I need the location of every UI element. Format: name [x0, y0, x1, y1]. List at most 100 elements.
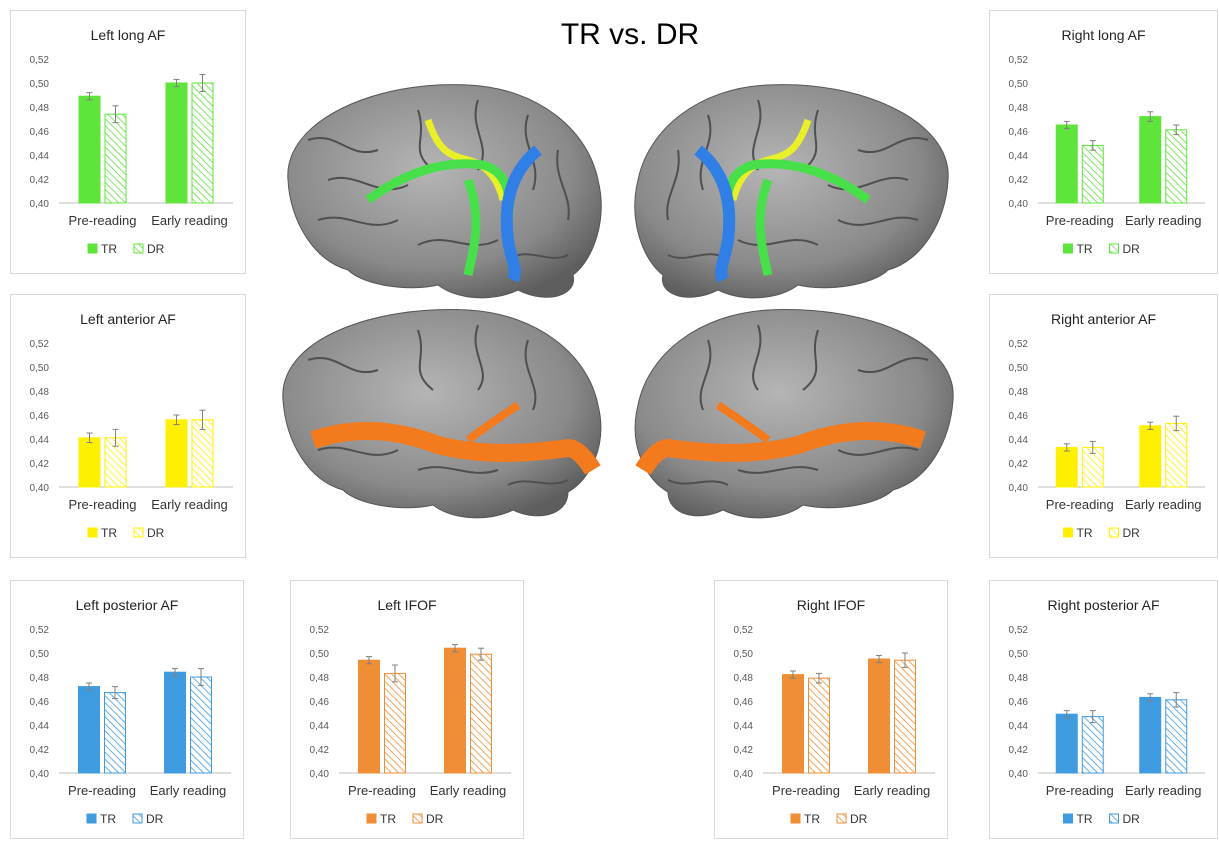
chart-title: Left posterior AF [76, 597, 179, 613]
legend-label-tr: TR [804, 812, 820, 826]
y-tick-label: 0,46 [1009, 411, 1029, 422]
error-bar [112, 105, 119, 124]
y-tick-label: 0,44 [1009, 435, 1029, 446]
y-tick-label: 0,44 [734, 721, 754, 732]
y-tick-label: 0,40 [1009, 199, 1029, 210]
error-bar [112, 428, 119, 447]
error-bar [902, 652, 908, 668]
y-tick-label: 0,52 [1009, 55, 1029, 66]
chart-panel-right-ifof: Right IFOF 0,40 0,42 0,44 0,46 0,48 0,50 0,52 Pr… [714, 580, 948, 839]
error-bar [86, 682, 92, 691]
legend-swatch-dr [412, 813, 423, 824]
y-tick-label: 0,50 [30, 79, 50, 90]
x-category-label: Early reading [151, 213, 228, 228]
y-tick-label: 0,44 [1009, 721, 1029, 732]
y-tick-label: 0,42 [30, 745, 50, 756]
bar-tr-pre-reading [78, 686, 100, 774]
x-category-label: Pre-reading [1046, 213, 1114, 228]
y-tick-label: 0,52 [1009, 339, 1029, 350]
bar-dr-early-reading [470, 653, 492, 774]
x-category-label: Early reading [1125, 783, 1202, 798]
chart-panel-left-ifof: Left IFOF 0,40 0,42 0,44 0,46 0,48 0,50 0,52 Pre… [290, 580, 524, 839]
chart-title: Right anterior AF [1051, 311, 1156, 327]
bar-tr-early-reading [165, 419, 188, 488]
y-tick-label: 0,48 [30, 673, 50, 684]
error-bar [790, 670, 796, 679]
bar-tr-pre-reading [1055, 124, 1078, 204]
y-tick-label: 0,52 [30, 339, 50, 350]
y-tick-label: 0,40 [734, 769, 754, 780]
y-tick-label: 0,40 [310, 769, 330, 780]
x-category-label: Pre-reading [68, 783, 136, 798]
bar-tr-early-reading [868, 658, 890, 774]
x-category-label: Early reading [151, 497, 228, 512]
bar-tr-pre-reading [358, 659, 380, 774]
chart-right-anterior-af: Right anterior AF 0,40 0,42 0,44 0,46 0,48 0,5… [1009, 311, 1205, 540]
legend-label-dr: DR [1123, 242, 1141, 256]
error-bar [392, 664, 398, 683]
bar-dr-early-reading [894, 659, 916, 774]
brain-tractography-illustration [282, 84, 954, 519]
legend-label-tr: TR [380, 812, 396, 826]
error-bar [816, 672, 822, 684]
error-bar [199, 409, 206, 430]
legend-swatch-tr [86, 813, 97, 824]
error-bar [1173, 415, 1180, 432]
y-tick-label: 0,44 [30, 435, 50, 446]
error-bar [112, 686, 118, 700]
error-bar [1063, 443, 1070, 452]
error-bar [1063, 120, 1070, 130]
legend-swatch-tr [1063, 813, 1073, 824]
chart-right-ifof: Right IFOF 0,40 0,42 0,44 0,46 0,48 0,50 0,52 Pr… [734, 597, 935, 826]
bar-tr-pre-reading [1055, 446, 1078, 488]
y-tick-label: 0,42 [30, 175, 50, 186]
legend-label-tr: TR [101, 242, 117, 256]
legend-label-dr: DR [1123, 526, 1141, 540]
bar-dr-early-reading [190, 676, 212, 774]
chart-right-posterior-af: Right posterior AF 0,40 0,42 0,44 0,46 0,48 0,… [1009, 597, 1205, 826]
chart-left-posterior-af: Left posterior AF 0,40 0,42 0,44 0,46 0,48 0,5… [30, 597, 231, 826]
error-bar [172, 668, 178, 677]
chart-title: Right IFOF [797, 597, 865, 613]
y-tick-label: 0,44 [1009, 151, 1029, 162]
y-tick-label: 0,40 [30, 483, 50, 494]
y-tick-label: 0,48 [30, 103, 50, 114]
bar-dr-pre-reading [104, 113, 127, 204]
chart-title: Left anterior AF [80, 311, 176, 327]
chart-panel-left-posterior-af: Left posterior AF 0,40 0,42 0,44 0,46 0,48 0,5… [10, 580, 244, 839]
legend-label-dr: DR [426, 812, 444, 826]
chart-panel-right-posterior-af: Right posterior AF 0,40 0,42 0,44 0,46 0,48 0,… [989, 580, 1218, 839]
bar-dr-early-reading [1165, 422, 1188, 488]
x-category-label: Early reading [1125, 497, 1202, 512]
y-tick-label: 0,44 [310, 721, 330, 732]
y-tick-label: 0,42 [310, 745, 330, 756]
bar-dr-pre-reading [384, 672, 406, 774]
chart-title: Left IFOF [377, 597, 436, 613]
legend-swatch-dr [133, 527, 144, 538]
bar-tr-early-reading [1139, 425, 1162, 488]
bar-tr-early-reading [164, 671, 186, 774]
bar-tr-early-reading [1139, 116, 1162, 204]
error-bar [86, 92, 93, 101]
bar-tr-early-reading [444, 647, 466, 774]
chart-left-long-af: Left long AF 0,40 0,42 0,44 0,46 0,48 0,50 0,52… [30, 27, 233, 256]
legend-swatch-tr [1063, 243, 1073, 254]
y-tick-label: 0,50 [30, 649, 50, 660]
error-bar [1063, 710, 1070, 719]
y-tick-label: 0,52 [310, 625, 330, 636]
legend-swatch-dr [132, 813, 143, 824]
error-bar [86, 432, 93, 444]
error-bar [199, 74, 206, 92]
y-tick-label: 0,50 [1009, 649, 1029, 660]
y-tick-label: 0,52 [30, 625, 50, 636]
legend-label-dr: DR [147, 526, 165, 540]
bar-dr-pre-reading [808, 677, 830, 774]
error-bar [876, 654, 882, 664]
y-tick-label: 0,40 [30, 199, 50, 210]
y-tick-label: 0,48 [30, 387, 50, 398]
y-tick-label: 0,44 [30, 151, 50, 162]
y-tick-label: 0,52 [1009, 625, 1029, 636]
chart-panel-left-anterior-af: Left anterior AF 0,40 0,42 0,44 0,46 0,48 0,50… [10, 294, 246, 558]
x-category-label: Pre-reading [69, 497, 137, 512]
legend-label-dr: DR [1123, 812, 1141, 826]
